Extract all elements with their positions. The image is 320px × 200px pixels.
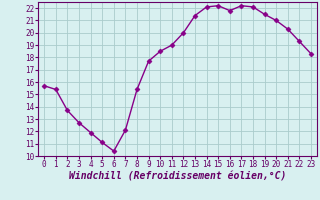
X-axis label: Windchill (Refroidissement éolien,°C): Windchill (Refroidissement éolien,°C) (69, 172, 286, 182)
